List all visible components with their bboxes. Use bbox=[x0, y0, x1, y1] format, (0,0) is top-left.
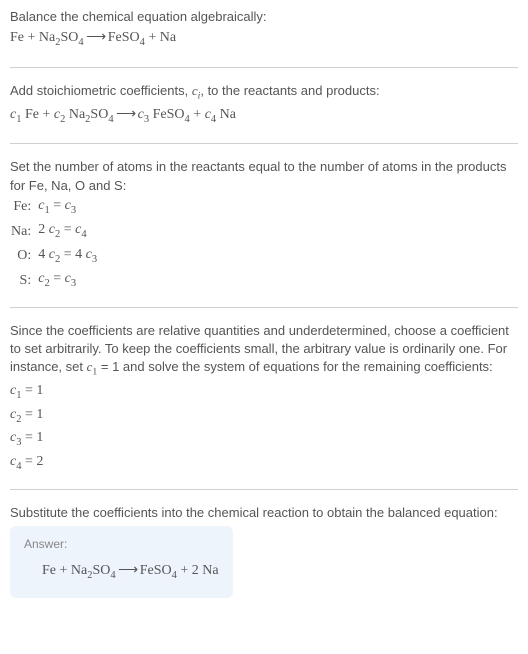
table-row: Na:2 c2 = c4 bbox=[10, 219, 98, 243]
intro-text: Since the coefficients are relative quan… bbox=[10, 322, 518, 380]
section-answer: Substitute the coefficients into the che… bbox=[10, 504, 518, 597]
eq-text: Fe + Na bbox=[10, 30, 55, 45]
eq-text: + bbox=[190, 107, 205, 122]
table-row: S:c2 = c3 bbox=[10, 268, 98, 292]
section-balance-intro: Balance the chemical equation algebraica… bbox=[10, 8, 518, 68]
atom-balance-table: Fe:c1 = c3Na:2 c2 = c4O:4 c2 = 4 c3S:c2 … bbox=[10, 195, 98, 293]
text-part: = 1 and solve the system of equations fo… bbox=[97, 359, 492, 374]
coefficient-value: c3 = 1 bbox=[10, 428, 518, 450]
eq-text: + Na bbox=[145, 30, 176, 45]
coefficient-value: c1 = 1 bbox=[10, 381, 518, 403]
answer-box: Answer: Fe + Na2SO4 ⟶ FeSO4 + 2 Na bbox=[10, 526, 233, 597]
arrow: ⟶ bbox=[116, 563, 140, 578]
element-label: O: bbox=[10, 244, 37, 268]
table-row: Fe:c1 = c3 bbox=[10, 195, 98, 219]
intro-text: Substitute the coefficients into the che… bbox=[10, 504, 518, 522]
eq-text: SO bbox=[90, 107, 108, 122]
eq-text: SO bbox=[92, 563, 110, 578]
arrow: ⟶ bbox=[84, 30, 108, 45]
eq-text: FeSO bbox=[108, 30, 140, 45]
balanced-equation: Fe + Na2SO4 ⟶ FeSO4 + 2 Na bbox=[24, 561, 219, 583]
answer-label: Answer: bbox=[24, 536, 219, 553]
coefficient-list: c1 = 1c2 = 1c3 = 1c4 = 2 bbox=[10, 381, 518, 474]
text-part: , to the reactants and products: bbox=[200, 83, 379, 98]
eq-text: + 2 Na bbox=[177, 563, 219, 578]
coefficient-equation: c1 Fe + c2 Na2SO4 ⟶ c3 FeSO4 + c4 Na bbox=[10, 105, 518, 127]
section-atom-balance: Set the number of atoms in the reactants… bbox=[10, 158, 518, 307]
eq-text: Na bbox=[216, 107, 236, 122]
eq-text: Na bbox=[65, 107, 85, 122]
element-label: S: bbox=[10, 268, 37, 292]
element-label: Na: bbox=[10, 219, 37, 243]
unbalanced-equation: Fe + Na2SO4 ⟶ FeSO4 + Na bbox=[10, 28, 518, 50]
text-part: Add stoichiometric coefficients, bbox=[10, 83, 192, 98]
eq-text: Fe + Na bbox=[42, 563, 87, 578]
balance-equation: c1 = c3 bbox=[37, 195, 98, 219]
table-row: O:4 c2 = 4 c3 bbox=[10, 244, 98, 268]
coefficient-value: c2 = 1 bbox=[10, 405, 518, 427]
section-add-coefficients: Add stoichiometric coefficients, ci, to … bbox=[10, 82, 518, 145]
balance-equation: 4 c2 = 4 c3 bbox=[37, 244, 98, 268]
section-solve: Since the coefficients are relative quan… bbox=[10, 322, 518, 491]
intro-text: Set the number of atoms in the reactants… bbox=[10, 158, 518, 194]
balance-equation: 2 c2 = c4 bbox=[37, 219, 98, 243]
eq-text: Fe + bbox=[21, 107, 53, 122]
eq-text: SO bbox=[60, 30, 78, 45]
eq-text: FeSO bbox=[149, 107, 184, 122]
eq-text: FeSO bbox=[140, 563, 172, 578]
arrow: ⟶ bbox=[114, 107, 138, 122]
coefficient-value: c4 = 2 bbox=[10, 452, 518, 474]
intro-text: Add stoichiometric coefficients, ci, to … bbox=[10, 82, 518, 103]
element-label: Fe: bbox=[10, 195, 37, 219]
balance-equation: c2 = c3 bbox=[37, 268, 98, 292]
intro-text: Balance the chemical equation algebraica… bbox=[10, 8, 518, 26]
